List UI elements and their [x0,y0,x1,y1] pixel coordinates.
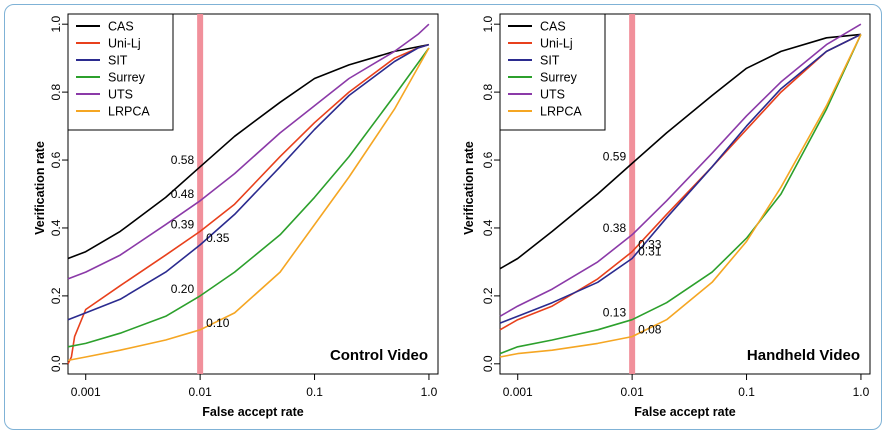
y-tick-label: 0.8 [49,83,63,100]
chart-panel-2: 0.0 0.2 0.4 0.6 0.8 1.0 0.001 0.01 0.1 1.0 False a… [462,13,871,419]
legend-label: Surrey [540,71,578,85]
data-label: 0.35 [206,231,230,245]
series-line-sit [499,33,862,324]
series-line-lrpca [499,34,862,358]
x-tick-label: 0.1 [306,385,323,399]
plot-area [499,13,871,375]
chart-title: Control Video [330,347,428,364]
series-line-surrey [67,47,430,348]
data-label: 0.38 [603,221,627,235]
y-tick-label: 0.4 [481,219,495,236]
data-label: 0.31 [638,245,662,259]
y-tick-label: 1.0 [481,16,495,33]
x-tick-label: 0.01 [188,385,212,399]
y-tick-label: 0.4 [49,219,63,236]
y-tick-label: 0.0 [481,355,495,372]
data-label: 0.10 [206,316,230,330]
y-tick-label: 0.0 [49,355,63,372]
y-tick-label: 1.0 [49,16,63,33]
legend-label: CAS [540,20,566,34]
y-tick-label: 0.2 [49,287,63,304]
legend-label: LRPCA [108,105,150,119]
plot-area [67,13,439,375]
legend-label: Uni-Lj [108,37,141,51]
highlight-band [197,14,204,374]
x-tick-label: 1.0 [421,385,438,399]
y-axis-label: Verification rate [33,141,47,235]
series-line-cas [67,43,430,260]
legend-label: LRPCA [540,105,582,119]
series-line-uts [499,23,862,317]
legend-label: CAS [108,20,134,34]
series-line-surrey [499,34,862,355]
data-label: 0.33 [638,238,662,252]
legend-label: UTS [540,88,565,102]
y-tick-label: 0.6 [481,151,495,168]
data-label: 0.59 [603,149,627,163]
data-label: 0.08 [638,323,662,337]
legend-label: UTS [108,88,133,102]
legend-label: Surrey [108,71,146,85]
legend-label: Uni-Lj [540,37,573,51]
series-line-uts [67,23,430,280]
legend-label: SIT [108,54,128,68]
data-label: 0.20 [171,282,195,296]
series-line-unilj [499,33,862,331]
x-axis-label: False accept rate [634,405,735,419]
data-label: 0.48 [171,187,195,201]
y-tick-label: 0.6 [49,151,63,168]
legend-label: SIT [540,54,560,68]
highlight-band [629,14,636,374]
x-axis-label: False accept rate [202,405,303,419]
x-tick-label: 0.001 [503,385,533,399]
chart-title: Handheld Video [747,347,860,364]
series-line-sit [67,43,430,321]
data-label: 0.13 [603,306,627,320]
legend: CAS Uni-Lj SIT Surrey UTS LRPCA [499,13,606,131]
series-line-unilj [67,43,430,365]
x-tick-label: 0.1 [738,385,755,399]
x-tick-label: 0.01 [620,385,644,399]
legend: CAS Uni-Lj SIT Surrey UTS LRPCA [67,13,174,131]
y-tick-label: 0.2 [481,287,495,304]
chart-panel-1: 0.0 0.2 0.4 0.6 0.8 1.0 0.001 0.01 0.1 1.0 False a… [33,13,439,419]
series-line-cas [499,33,861,270]
x-tick-label: 0.001 [71,385,101,399]
data-label: 0.39 [171,217,195,231]
y-axis-label: Verification rate [462,141,476,235]
series-line-lrpca [67,47,430,362]
y-tick-label: 0.8 [481,83,495,100]
data-label: 0.58 [171,153,195,167]
x-tick-label: 1.0 [853,385,870,399]
